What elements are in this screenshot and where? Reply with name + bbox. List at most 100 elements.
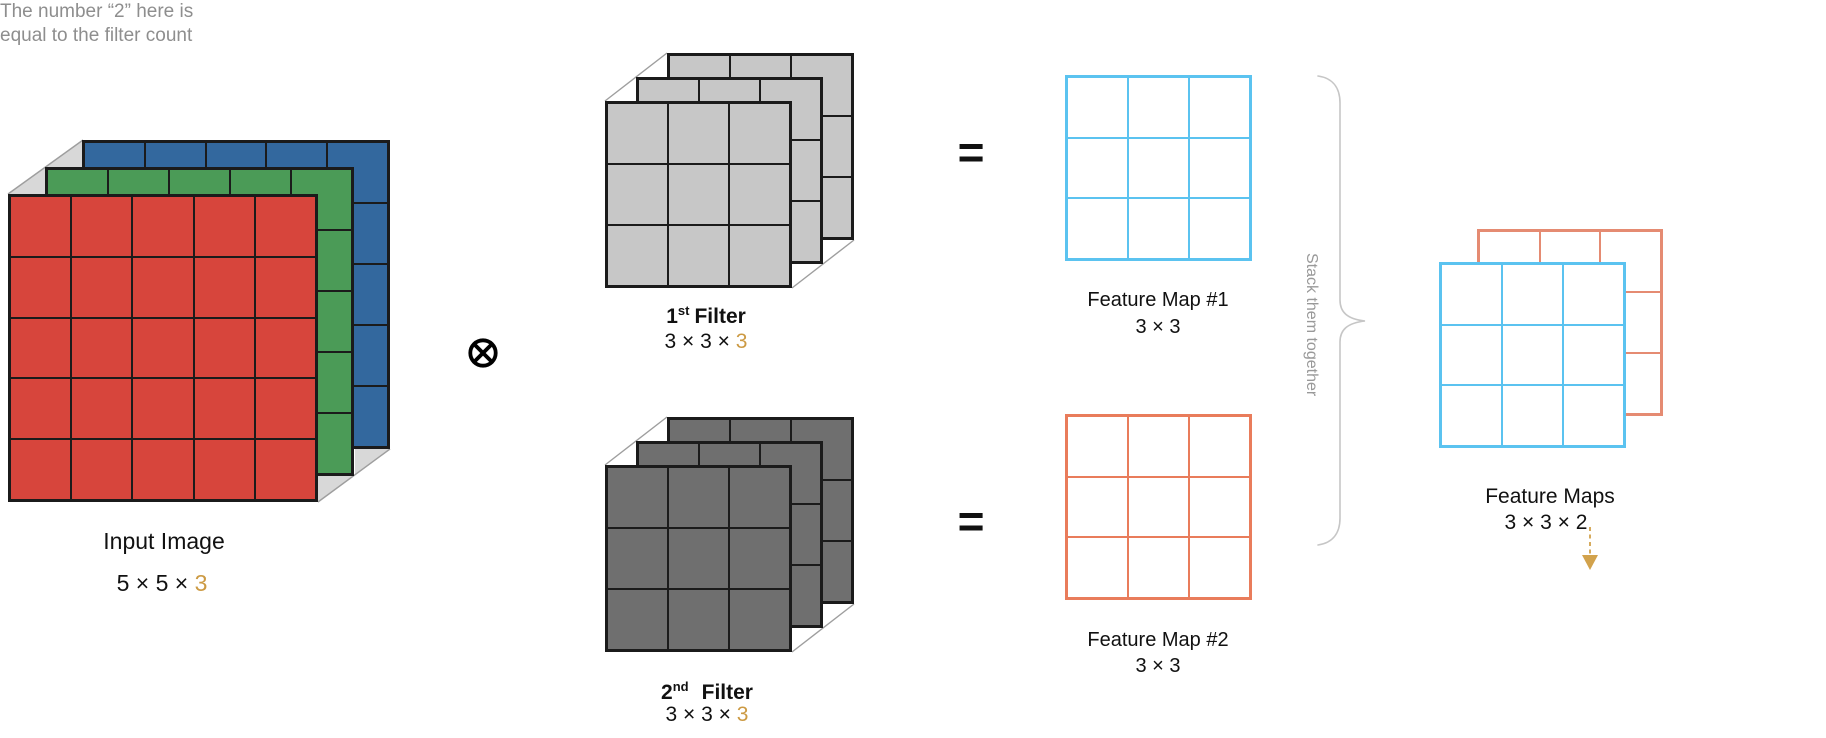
grid-cell	[1563, 264, 1624, 325]
grid-cell	[1128, 416, 1189, 477]
grid-cell	[193, 317, 255, 379]
grid-cell	[71, 196, 133, 257]
grid-cell	[729, 467, 790, 528]
filter2-ordinal: 2	[661, 681, 673, 704]
grid-cell	[71, 317, 133, 379]
input-dims-channels: 3	[194, 570, 208, 596]
grid-cell	[71, 439, 133, 500]
filter-count-annotation: The number “2” here is equal to the filt…	[0, 0, 230, 47]
grid-cell	[729, 528, 790, 589]
input-image-layer-red	[8, 194, 318, 502]
grid-cell	[729, 225, 790, 286]
grid-cell	[1128, 476, 1189, 538]
filter1-dims: 3 × 3 × 3	[556, 330, 856, 354]
grid-cell	[1128, 537, 1189, 598]
filter2-dims-prefix: 3 × 3 ×	[665, 703, 737, 726]
grid-cell	[1128, 77, 1189, 138]
filter2-ordinal-suffix: nd	[672, 679, 689, 694]
grid-cell	[1502, 264, 1563, 325]
input-slab-edge-bottom	[317, 448, 391, 503]
grid-cell	[668, 528, 729, 589]
filter1-word: Filter	[694, 305, 746, 328]
stacked-map-blue-grid	[1439, 262, 1626, 448]
feature-map-2-grid	[1065, 414, 1252, 600]
stack-brace	[1317, 75, 1366, 546]
annotation-arrow-head	[1582, 555, 1598, 570]
grid-cell	[668, 589, 729, 650]
input-image-label: Input Image	[103, 528, 225, 554]
grid-cell	[1067, 77, 1128, 138]
filter1-label: 1st Filter	[556, 303, 856, 329]
grid-cell	[1600, 231, 1661, 292]
grid-cell	[132, 378, 194, 440]
grid-cell	[729, 164, 790, 225]
grid-cell	[1189, 537, 1250, 598]
grid-cell	[1067, 537, 1128, 598]
grid-cell	[10, 378, 72, 440]
grid-cell	[668, 467, 729, 528]
grid-cell	[254, 317, 316, 379]
grid-cell	[71, 378, 133, 440]
feature-map-2-label: Feature Map #2	[1087, 629, 1229, 651]
grid-cell	[1502, 385, 1563, 446]
grid-cell	[729, 103, 790, 164]
grid-cell	[193, 196, 255, 257]
grid-cell	[1067, 416, 1128, 477]
grid-cell	[1441, 264, 1502, 325]
grid-cell	[254, 256, 316, 318]
grid-cell	[607, 589, 668, 650]
grid-cell	[668, 164, 729, 225]
filter2-word: Filter	[701, 681, 753, 704]
filter2-layer-front	[605, 465, 792, 652]
equals-sign-1: =	[957, 126, 985, 178]
filter2-label: 2nd Filter	[557, 679, 857, 705]
grid-cell	[10, 256, 72, 318]
filter1-dims-prefix: 3 × 3 ×	[664, 330, 736, 353]
grid-cell	[71, 256, 133, 318]
grid-cell	[10, 439, 72, 500]
annotation-line-1: The number “2” here is	[0, 1, 194, 22]
grid-cell	[1502, 324, 1563, 386]
grid-cell	[254, 378, 316, 440]
stacked-maps-dims: 3 × 3 × 2	[1504, 511, 1588, 534]
grid-cell	[1563, 385, 1624, 446]
feature-map-2-dims: 3 × 3	[1135, 655, 1181, 677]
filter2-corner-edge-bottom	[791, 603, 855, 653]
grid-cell	[193, 256, 255, 318]
grid-cell	[607, 103, 668, 164]
stack-them-together-label: Stack them together	[1303, 253, 1320, 397]
grid-cell	[668, 103, 729, 164]
filter1-dims-channels: 3	[735, 330, 748, 353]
filter1-ordinal-suffix: st	[677, 303, 690, 318]
grid-cell	[607, 225, 668, 286]
grid-cell	[254, 196, 316, 257]
feature-map-1-dims: 3 × 3	[1135, 316, 1181, 338]
grid-cell	[254, 439, 316, 500]
annotation-line-2: equal to the filter count	[0, 24, 193, 46]
grid-cell	[1189, 476, 1250, 538]
filter1-corner-edge-bottom	[791, 239, 855, 289]
grid-cell	[132, 439, 194, 500]
grid-cell	[1189, 198, 1250, 259]
grid-cell	[1189, 77, 1250, 138]
grid-cell	[607, 164, 668, 225]
grid-cell	[1128, 198, 1189, 259]
input-dims-prefix: 5 × 5 ×	[116, 570, 195, 596]
filter2-dims: 3 × 3 × 3	[557, 703, 857, 727]
feature-map-1-grid	[1065, 75, 1252, 261]
filter2-dims-channels: 3	[736, 703, 749, 726]
feature-map-1-label: Feature Map #1	[1087, 289, 1229, 311]
grid-cell	[10, 196, 72, 257]
convolution-operator-icon	[468, 338, 498, 368]
grid-cell	[132, 256, 194, 318]
grid-cell	[1067, 137, 1128, 199]
grid-cell	[1067, 476, 1128, 538]
grid-cell	[1441, 324, 1502, 386]
grid-cell	[729, 589, 790, 650]
grid-cell	[132, 317, 194, 379]
grid-cell	[607, 528, 668, 589]
grid-cell	[132, 196, 194, 257]
grid-cell	[668, 225, 729, 286]
